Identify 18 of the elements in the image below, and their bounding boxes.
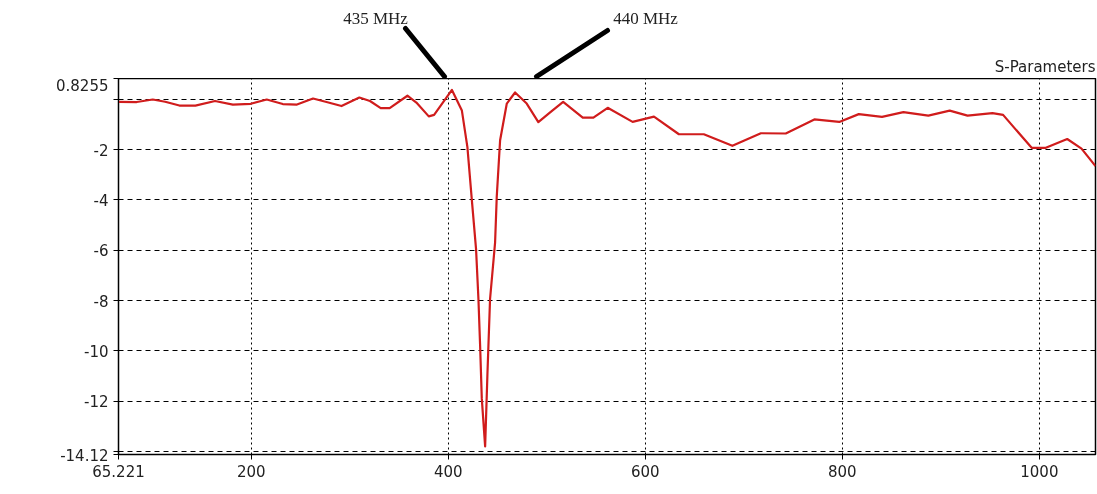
- y-tick-label: -4: [93, 191, 109, 210]
- text: 440 MHz: [613, 9, 679, 28]
- x-tick-label: 200: [236, 462, 266, 481]
- y-tick-label: 0.8255: [56, 76, 109, 95]
- x-tick-label: 1000: [1020, 462, 1059, 481]
- x-tick-label: 400: [433, 462, 463, 481]
- text: 435 MHz: [343, 9, 409, 28]
- y-tick-label: -8: [93, 292, 109, 311]
- y-tick-label: -2: [93, 141, 109, 160]
- x-tick-label: 800: [828, 462, 857, 481]
- y-tick-label: -12: [84, 393, 109, 412]
- chart-title: S-Parameters: [994, 57, 1096, 76]
- line-series: [118, 88, 1096, 448]
- x-tick-label: 600: [630, 462, 660, 481]
- y-tick-label: -14.12: [60, 446, 109, 465]
- y-tick-label: -6: [93, 242, 109, 261]
- x-tick-label: 65.221: [92, 462, 145, 481]
- y-tick-label: -10: [84, 342, 109, 361]
